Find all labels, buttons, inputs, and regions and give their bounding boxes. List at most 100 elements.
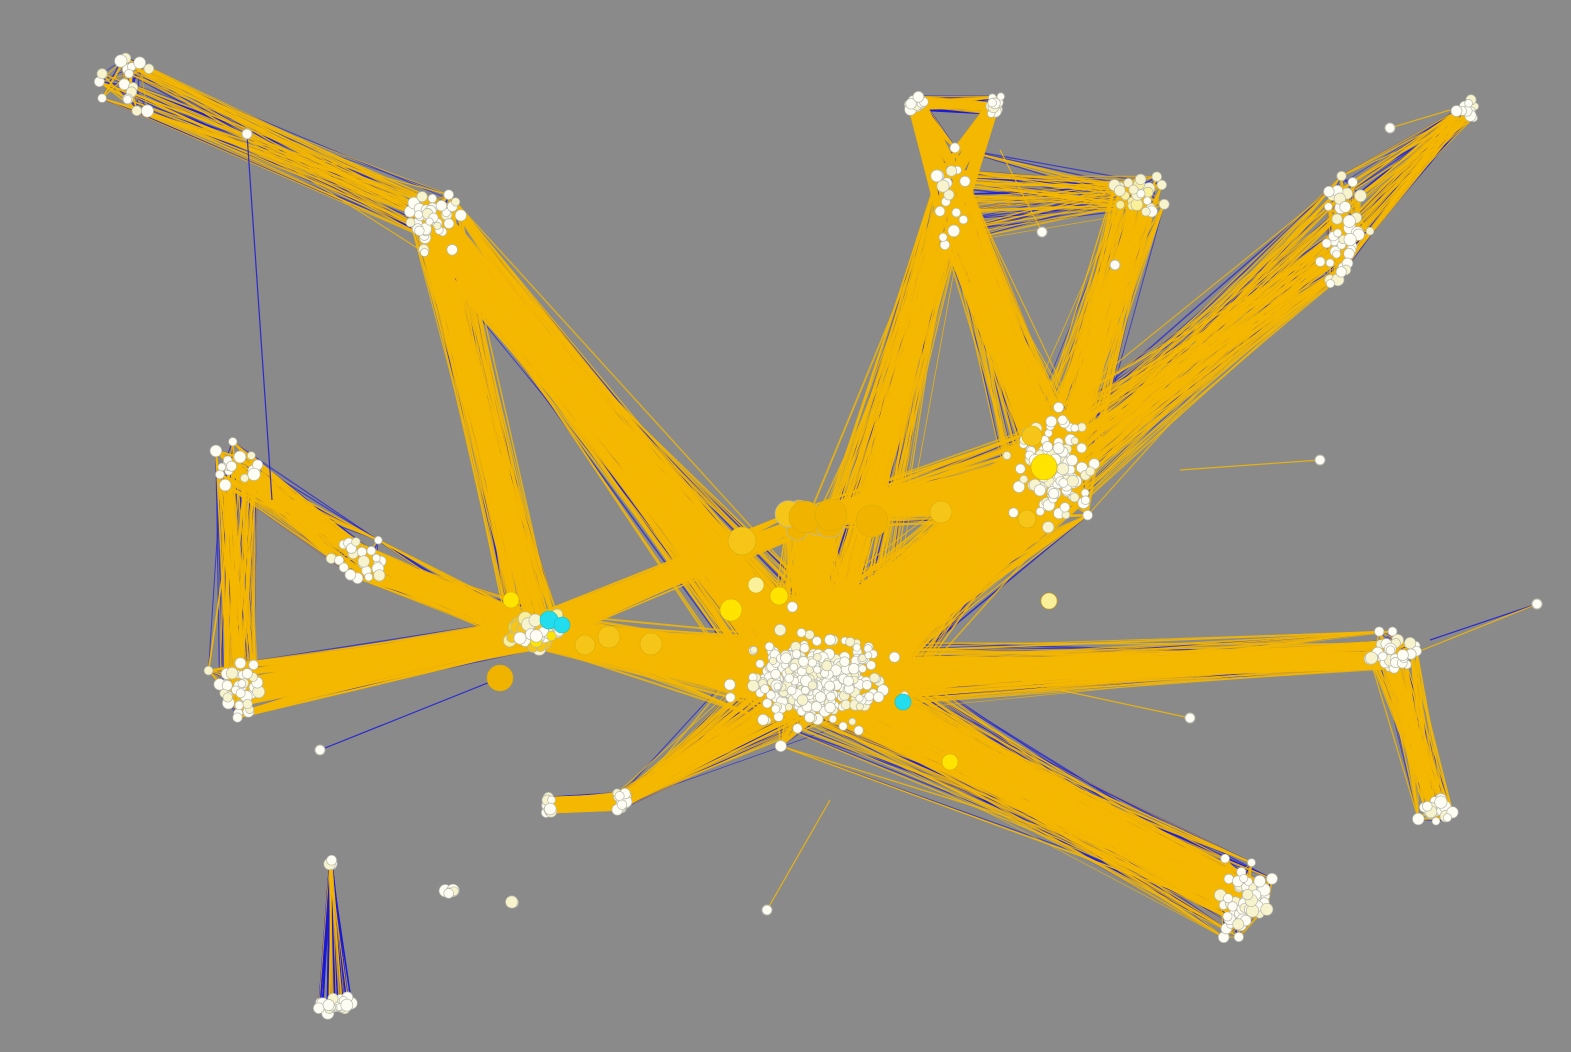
- graph-node[interactable]: [796, 694, 809, 706]
- graph-node[interactable]: [1134, 173, 1147, 186]
- graph-node[interactable]: [807, 680, 818, 690]
- graph-node[interactable]: [824, 680, 835, 692]
- graph-node[interactable]: [340, 998, 354, 1012]
- graph-node[interactable]: [789, 662, 799, 672]
- graph-node[interactable]: [1082, 510, 1093, 521]
- graph-node[interactable]: [1325, 258, 1335, 268]
- graph-hub-node[interactable]: [855, 504, 889, 538]
- graph-node[interactable]: [1156, 179, 1167, 191]
- graph-node[interactable]: [762, 698, 773, 709]
- graph-node[interactable]: [1241, 888, 1254, 901]
- graph-node[interactable]: [547, 795, 556, 805]
- graph-node[interactable]: [1066, 475, 1079, 488]
- graph-node[interactable]: [1422, 801, 1433, 812]
- graph-node[interactable]: [873, 691, 885, 703]
- graph-node[interactable]: [96, 68, 108, 80]
- graph-node[interactable]: [1057, 414, 1068, 425]
- graph-node[interactable]: [114, 54, 128, 68]
- graph-node[interactable]: [1233, 931, 1244, 943]
- graph-node[interactable]: [313, 1002, 325, 1014]
- graph-node[interactable]: [912, 91, 925, 103]
- graph-node[interactable]: [771, 704, 781, 714]
- graph-node[interactable]: [760, 684, 770, 694]
- graph-node[interactable]: [454, 209, 467, 222]
- graph-node[interactable]: [1042, 521, 1055, 534]
- graph-node[interactable]: [443, 888, 454, 899]
- graph-node[interactable]: [949, 142, 961, 154]
- graph-node[interactable]: [140, 104, 154, 118]
- graph-node[interactable]: [784, 703, 793, 712]
- graph-node[interactable]: [934, 205, 946, 217]
- graph-node[interactable]: [1070, 423, 1079, 433]
- graph-node[interactable]: [1412, 812, 1425, 826]
- graph-node[interactable]: [217, 462, 227, 472]
- graph-node[interactable]: [858, 664, 867, 673]
- graph-node[interactable]: [1136, 189, 1146, 199]
- hub-node-layer[interactable]: [486, 425, 1058, 771]
- graph-node[interactable]: [996, 92, 1005, 101]
- graph-node[interactable]: [765, 690, 776, 700]
- graph-node[interactable]: [905, 98, 917, 110]
- graph-node[interactable]: [505, 895, 519, 909]
- graph-node[interactable]: [1222, 911, 1233, 922]
- graph-hub-node[interactable]: [727, 526, 757, 556]
- graph-node[interactable]: [1266, 872, 1278, 885]
- graph-hub-node[interactable]: [574, 634, 596, 656]
- graph-hub-node[interactable]: [1017, 509, 1037, 529]
- graph-node[interactable]: [203, 665, 214, 676]
- graph-node[interactable]: [1253, 875, 1266, 888]
- graph-node[interactable]: [750, 646, 758, 654]
- graph-node[interactable]: [528, 613, 542, 627]
- graph-node[interactable]: [855, 702, 864, 711]
- graph-node[interactable]: [1321, 238, 1332, 249]
- graph-node[interactable]: [987, 98, 997, 108]
- graph-node[interactable]: [1325, 279, 1335, 289]
- graph-node[interactable]: [248, 659, 259, 671]
- graph-node[interactable]: [855, 694, 864, 703]
- graph-node[interactable]: [1315, 256, 1326, 267]
- graph-node[interactable]: [405, 217, 416, 228]
- graph-node[interactable]: [747, 679, 760, 692]
- graph-node[interactable]: [826, 691, 836, 702]
- graph-node[interactable]: [122, 94, 133, 105]
- graph-node[interactable]: [1404, 637, 1417, 650]
- graph-node[interactable]: [247, 467, 261, 481]
- graph-node[interactable]: [1052, 442, 1065, 455]
- graph-node[interactable]: [838, 721, 848, 731]
- graph-node[interactable]: [1347, 177, 1358, 188]
- graph-node[interactable]: [351, 537, 361, 547]
- graph-hub-node[interactable]: [941, 753, 959, 771]
- graph-node[interactable]: [773, 682, 782, 691]
- graph-node[interactable]: [215, 469, 225, 480]
- graph-node[interactable]: [1045, 415, 1058, 428]
- graph-node[interactable]: [1059, 502, 1071, 513]
- graph-node[interactable]: [334, 555, 345, 566]
- graph-node[interactable]: [1085, 466, 1096, 477]
- graph-node[interactable]: [529, 629, 543, 643]
- graph-node[interactable]: [1069, 492, 1080, 503]
- graph-node[interactable]: [322, 999, 335, 1011]
- graph-node[interactable]: [784, 673, 794, 684]
- graph-node[interactable]: [1056, 462, 1070, 476]
- graph-node[interactable]: [219, 478, 232, 492]
- graph-node[interactable]: [959, 175, 971, 187]
- graph-node[interactable]: [843, 675, 854, 687]
- graph-node[interactable]: [1220, 853, 1230, 864]
- graph-node[interactable]: [1336, 170, 1347, 182]
- graph-hub-node[interactable]: [747, 576, 765, 594]
- graph-node[interactable]: [1339, 201, 1352, 213]
- graph-node[interactable]: [786, 601, 798, 613]
- graph-node[interactable]: [813, 652, 822, 662]
- graph-node[interactable]: [1314, 454, 1326, 466]
- graph-node[interactable]: [233, 450, 247, 464]
- graph-node[interactable]: [443, 218, 455, 229]
- graph-hub-node[interactable]: [1040, 592, 1058, 610]
- graph-node[interactable]: [222, 692, 233, 703]
- graph-node[interactable]: [97, 93, 107, 103]
- graph-node[interactable]: [1012, 480, 1026, 493]
- graph-node[interactable]: [755, 659, 765, 669]
- graph-node[interactable]: [821, 660, 833, 672]
- graph-node[interactable]: [513, 631, 527, 645]
- graph-node[interactable]: [813, 665, 822, 674]
